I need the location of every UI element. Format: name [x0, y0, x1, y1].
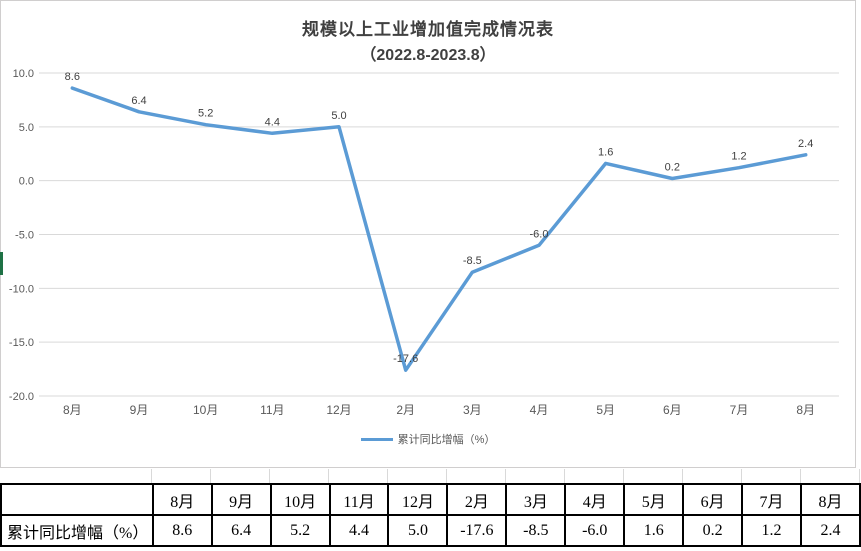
value-cell[interactable]: 0.2: [682, 514, 744, 547]
month-header-cell[interactable]: 8月: [800, 483, 861, 516]
value-cell[interactable]: 4.4: [328, 514, 390, 547]
data-label: 5.2: [198, 108, 213, 120]
chart-subtitle: （2022.8-2023.8）: [360, 47, 496, 64]
line-chart-plot[interactable]: 10.0 5.0 0.0 -5.0 -10.0 -15.0 -20.0 8月 9月 10月 11月 1…: [1, 1, 855, 426]
sheet-gridline-cell: [447, 469, 506, 483]
y-axis-tick-label: 10.0: [13, 68, 34, 80]
value-cell[interactable]: 5.0: [387, 514, 449, 547]
data-label: 1.6: [598, 146, 613, 158]
chart-panel[interactable]: 规模以上工业增加值完成情况表 （2022.8-2023.8） 10.0 5.0 0.…: [0, 0, 856, 468]
y-axis-tick-label: -10.0: [9, 283, 34, 295]
x-axis-tick-label: 4月: [530, 403, 549, 417]
data-label: 2.4: [798, 138, 813, 150]
value-cell[interactable]: 2.4: [800, 514, 861, 547]
x-axis-tick-label: 11月: [260, 403, 284, 417]
sheet-gridline-cell: [270, 469, 329, 483]
sheet-gridline-cell: [801, 469, 860, 483]
sheet-gridline-cell: [683, 469, 742, 483]
y-axis-tick-label: -20.0: [9, 391, 34, 403]
x-axis-tick-label: 8月: [63, 403, 82, 417]
month-header-cell[interactable]: 5月: [623, 483, 685, 516]
x-axis-tick-label: 8月: [796, 403, 815, 417]
x-axis-tick-label: 5月: [596, 403, 615, 417]
chart-title: 规模以上工业增加值完成情况表: [302, 20, 554, 39]
data-label: 1.2: [731, 151, 746, 163]
month-header-cell[interactable]: 12月: [387, 483, 449, 516]
x-axis-tick-label: 12月: [326, 403, 351, 417]
x-axis-tick-label: 7月: [730, 403, 749, 417]
value-cell[interactable]: -8.5: [505, 514, 567, 547]
legend-line-marker: [360, 437, 393, 441]
sheet-gridline-cell: [624, 469, 683, 483]
x-axis-tick-label: 9月: [130, 403, 149, 417]
y-axis-tick-label: -15.0: [9, 337, 34, 349]
spreadsheet-gridline-strip: [0, 469, 860, 483]
value-cell[interactable]: -6.0: [564, 514, 626, 547]
x-axis-tick-label: 6月: [663, 403, 682, 417]
month-header-cell[interactable]: 2月: [446, 483, 508, 516]
table-header-row: 8月 9月 10月 11月 12月 2月 3月 4月 5月 6月 7月 8月: [0, 483, 861, 516]
sheet-gridline-cell: [388, 469, 447, 483]
month-header-cell[interactable]: 11月: [328, 483, 390, 516]
data-label: 4.4: [265, 116, 280, 128]
value-cell[interactable]: -17.6: [446, 514, 508, 547]
y-axis-tick-label: 0.0: [19, 176, 34, 188]
data-label: 5.0: [331, 110, 346, 122]
sheet-gridline-cell: [0, 469, 152, 483]
sheet-gridline-cell: [565, 469, 624, 483]
data-label: 6.4: [131, 95, 146, 107]
y-axis-tick-label: -5.0: [15, 230, 34, 242]
month-header-cell[interactable]: 6月: [682, 483, 744, 516]
sheet-gridline-cell: [506, 469, 565, 483]
table-value-row: 累计同比增幅（%） 8.6 6.4 5.2 4.4 5.0 -17.6 -8.5 -6.0 1.…: [0, 514, 861, 547]
value-cell[interactable]: 8.6: [151, 514, 213, 547]
y-axis-tick-label: 5.0: [19, 122, 34, 134]
x-axis-tick-label: 2月: [396, 403, 415, 417]
data-label: 8.6: [65, 71, 80, 83]
legend-label: 累计同比增幅（%）: [397, 434, 496, 446]
data-label: -6.0: [530, 228, 549, 240]
value-cell[interactable]: 5.2: [269, 514, 331, 547]
value-cell[interactable]: 6.4: [210, 514, 272, 547]
month-header-cell[interactable]: 10月: [269, 483, 331, 516]
chart-legend[interactable]: 累计同比增幅（%）: [1, 431, 855, 447]
corner-cell[interactable]: [0, 483, 154, 516]
sheet-gridline-cell: [211, 469, 270, 483]
data-table: 8月 9月 10月 11月 12月 2月 3月 4月 5月 6月 7月 8月 累计同比增幅（%） 8.…: [0, 483, 861, 547]
month-header-cell[interactable]: 9月: [210, 483, 272, 516]
row-label-cell[interactable]: 累计同比增幅（%）: [0, 514, 154, 547]
series-line[interactable]: [70, 86, 808, 372]
sheet-edge-indicator: [0, 252, 3, 275]
sheet-gridline-cell: [152, 469, 211, 483]
sheet-gridline-cell: [329, 469, 388, 483]
value-cell[interactable]: 1.6: [623, 514, 685, 547]
month-header-cell[interactable]: 8月: [151, 483, 213, 516]
data-label: 0.2: [665, 162, 680, 174]
sheet-gridline-cell: [742, 469, 801, 483]
month-header-cell[interactable]: 4月: [564, 483, 626, 516]
x-axis-tick-label: 3月: [463, 403, 482, 417]
x-axis-tick-label: 10月: [193, 403, 218, 417]
month-header-cell[interactable]: 7月: [741, 483, 802, 516]
value-cell[interactable]: 1.2: [741, 514, 802, 547]
month-header-cell[interactable]: 3月: [505, 483, 567, 516]
data-label: -17.6: [393, 353, 418, 365]
data-label: -8.5: [463, 255, 482, 267]
